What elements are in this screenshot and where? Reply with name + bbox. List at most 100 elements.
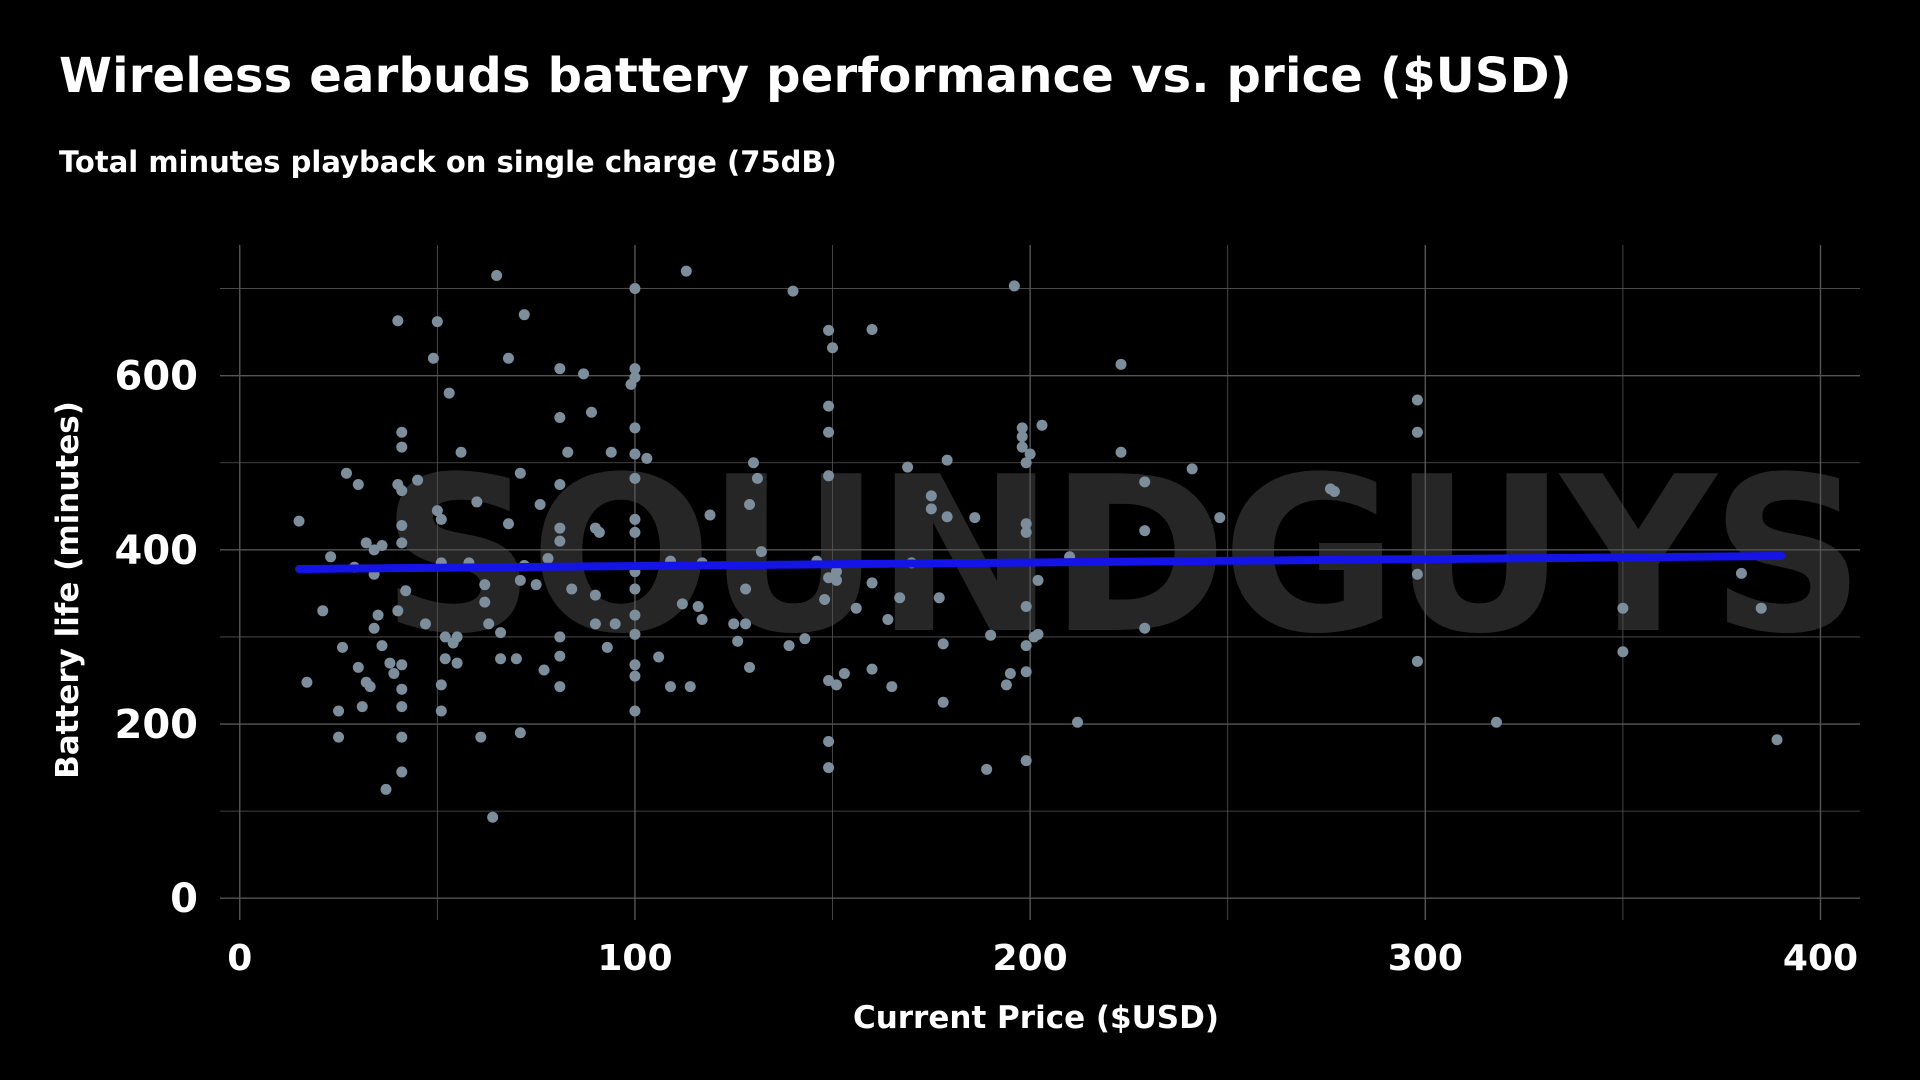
data-point xyxy=(495,653,507,665)
data-point xyxy=(495,627,507,639)
data-point xyxy=(396,701,408,713)
data-point xyxy=(514,574,526,586)
data-point xyxy=(850,602,862,614)
data-point xyxy=(1139,525,1151,537)
data-point xyxy=(1020,526,1032,538)
data-point xyxy=(502,518,514,530)
data-point xyxy=(830,679,842,691)
data-point xyxy=(396,441,408,453)
data-point xyxy=(483,618,495,630)
data-point xyxy=(1020,457,1032,469)
data-point xyxy=(1490,716,1502,728)
data-point xyxy=(1020,666,1032,678)
data-point xyxy=(585,406,597,418)
data-point xyxy=(554,411,566,423)
data-point xyxy=(799,633,811,645)
x-tick-label: 0 xyxy=(227,938,252,979)
data-point xyxy=(787,285,799,297)
data-point xyxy=(609,618,621,630)
data-point xyxy=(554,681,566,693)
data-point xyxy=(751,472,763,484)
data-point xyxy=(451,631,463,643)
x-tick-label: 200 xyxy=(993,938,1068,979)
data-point xyxy=(392,605,404,617)
data-point xyxy=(491,269,503,281)
data-point xyxy=(325,551,337,563)
data-point xyxy=(337,641,349,653)
data-point xyxy=(372,609,384,621)
data-point xyxy=(1024,448,1036,460)
chart-title: Wireless earbuds battery performance vs.… xyxy=(59,48,1572,104)
data-point xyxy=(1411,394,1423,406)
data-point xyxy=(830,566,842,578)
data-point xyxy=(431,505,443,517)
data-point xyxy=(1328,485,1340,497)
y-tick-label: 200 xyxy=(115,702,199,748)
data-point xyxy=(728,618,740,630)
data-point xyxy=(740,618,752,630)
data-point xyxy=(593,526,605,538)
data-point xyxy=(589,618,601,630)
data-point xyxy=(692,600,704,612)
data-point xyxy=(534,499,546,511)
data-point xyxy=(451,657,463,669)
data-point xyxy=(1115,446,1127,458)
data-point xyxy=(902,461,914,473)
data-point xyxy=(830,574,842,586)
data-point xyxy=(1139,622,1151,634)
data-point xyxy=(435,679,447,691)
data-point xyxy=(502,352,514,364)
data-point xyxy=(704,509,716,521)
data-point xyxy=(747,457,759,469)
trend-line xyxy=(295,551,1785,573)
data-point xyxy=(380,783,392,795)
data-point xyxy=(435,705,447,717)
data-point xyxy=(894,592,906,604)
data-point xyxy=(838,668,850,680)
data-point xyxy=(933,592,945,604)
data-point xyxy=(1016,441,1028,453)
data-point xyxy=(629,363,641,375)
data-point xyxy=(388,668,400,680)
data-point xyxy=(510,653,522,665)
data-point xyxy=(1186,463,1198,475)
data-point xyxy=(629,659,641,671)
data-point xyxy=(1020,755,1032,767)
data-point xyxy=(605,446,617,458)
data-point xyxy=(514,467,526,479)
data-point xyxy=(937,638,949,650)
data-point xyxy=(439,631,451,643)
data-point xyxy=(680,265,692,277)
data-point xyxy=(340,467,352,479)
data-point xyxy=(396,537,408,549)
data-point xyxy=(589,589,601,601)
data-point xyxy=(352,661,364,673)
data-point xyxy=(554,650,566,662)
data-point xyxy=(376,539,388,551)
data-point xyxy=(396,519,408,531)
x-tick-label: 100 xyxy=(597,938,672,979)
data-point xyxy=(740,583,752,595)
data-point xyxy=(866,663,878,675)
data-point xyxy=(1020,600,1032,612)
data-point xyxy=(823,470,835,482)
data-point xyxy=(925,490,937,502)
data-point xyxy=(1020,518,1032,530)
data-point xyxy=(882,614,894,626)
data-point xyxy=(629,513,641,525)
x-tick-label: 300 xyxy=(1388,938,1463,979)
data-point xyxy=(435,513,447,525)
data-point xyxy=(1755,602,1767,614)
data-point xyxy=(823,426,835,438)
data-point xyxy=(479,596,491,608)
data-point xyxy=(562,446,574,458)
data-point xyxy=(866,577,878,589)
data-point xyxy=(629,371,641,383)
data-point xyxy=(653,651,665,663)
data-point xyxy=(1617,646,1629,658)
data-point xyxy=(985,629,997,641)
data-point xyxy=(317,605,329,617)
data-point xyxy=(1008,280,1020,292)
data-point xyxy=(479,579,491,591)
